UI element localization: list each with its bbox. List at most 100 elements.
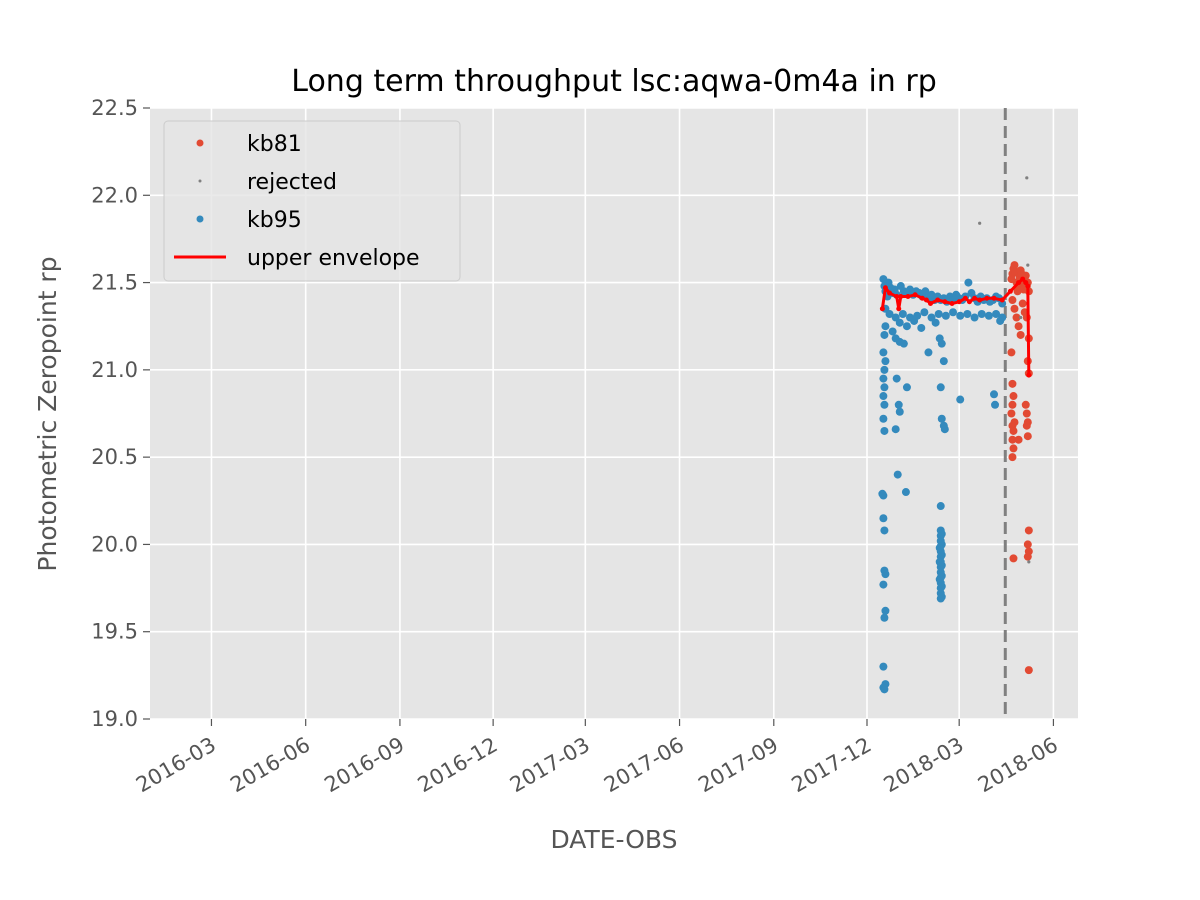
- legend-label-kb81: kb81: [247, 132, 302, 157]
- point-kb95: [895, 407, 904, 416]
- point-kb81: [1018, 299, 1027, 308]
- point-kb95: [936, 383, 945, 392]
- point-kb95: [880, 330, 889, 339]
- y-tick-label: 20.0: [91, 532, 138, 556]
- point-kb95: [881, 322, 890, 331]
- point-upper-envelope: [966, 299, 972, 305]
- series-upper-envelope: [879, 276, 1032, 378]
- point-kb81: [1014, 435, 1023, 444]
- point-upper-envelope: [923, 297, 929, 303]
- point-kb95: [893, 470, 902, 479]
- point-kb81: [1008, 400, 1017, 409]
- point-kb81: [1021, 400, 1030, 409]
- point-kb95: [937, 414, 946, 423]
- point-kb95: [880, 383, 889, 392]
- point-kb95: [963, 309, 972, 318]
- point-kb95: [949, 308, 958, 317]
- y-tick-label: 22.0: [91, 183, 138, 207]
- upper-envelope-line: [880, 277, 1031, 376]
- point-kb81: [1023, 552, 1032, 561]
- x-axis-label: DATE-OBS: [550, 825, 677, 854]
- point-kb95: [894, 400, 903, 409]
- point-kb95: [931, 318, 940, 327]
- y-axis-label: Photometric Zeropoint rp: [33, 256, 62, 571]
- point-kb95: [937, 550, 946, 559]
- point-kb95: [990, 390, 999, 399]
- point-kb95: [879, 580, 888, 589]
- point-kb95: [881, 357, 890, 366]
- point-upper-envelope: [935, 297, 941, 303]
- point-upper-envelope: [984, 295, 990, 301]
- series-rejected: [978, 176, 1031, 564]
- y-axis-ticks: 19.0 19.5 20.0 20.5 21.0 21.5 22.0 22.5: [91, 96, 150, 731]
- chart-title: Long term throughput lsc:aqwa-0m4a in rp: [291, 64, 936, 99]
- y-tick-label: 22.5: [91, 96, 138, 120]
- legend-label-kb95: kb95: [247, 208, 302, 233]
- point-kb95: [902, 322, 911, 331]
- legend-marker-kb81: [196, 139, 204, 147]
- point-kb95: [879, 414, 888, 423]
- point-kb95: [879, 662, 888, 671]
- point-upper-envelope: [894, 294, 900, 300]
- point-kb81: [1010, 261, 1019, 270]
- point-kb81: [1008, 435, 1017, 444]
- point-kb81: [1007, 348, 1016, 357]
- point-kb95: [991, 400, 1000, 409]
- point-upper-envelope: [879, 306, 885, 312]
- y-tick-label: 19.5: [91, 620, 138, 644]
- point-kb95: [895, 318, 904, 327]
- point-kb95: [984, 311, 993, 320]
- point-upper-envelope: [1016, 280, 1022, 286]
- point-kb81: [1022, 421, 1031, 430]
- grid: [150, 107, 1078, 720]
- point-kb95: [888, 327, 897, 336]
- point-kb95: [956, 395, 965, 404]
- point-upper-envelope: [972, 295, 978, 301]
- point-kb95: [880, 426, 889, 435]
- point-kb95: [892, 374, 901, 383]
- legend-box: [163, 120, 461, 282]
- legend-marker-kb95: [196, 215, 204, 223]
- point-rejected: [1027, 560, 1031, 564]
- point-upper-envelope: [896, 306, 902, 312]
- point-upper-envelope: [898, 294, 904, 300]
- point-kb95: [910, 316, 919, 325]
- point-upper-envelope: [999, 297, 1005, 303]
- point-kb95: [956, 311, 965, 320]
- point-upper-envelope: [942, 299, 948, 305]
- point-kb95: [941, 311, 950, 320]
- point-upper-envelope: [928, 301, 933, 307]
- point-kb95: [881, 606, 890, 615]
- point-kb95: [880, 526, 889, 535]
- point-kb95: [924, 348, 933, 357]
- point-kb81: [1009, 426, 1018, 435]
- y-tick-label: 20.5: [91, 445, 138, 469]
- point-rejected: [1019, 315, 1023, 320]
- point-kb95: [935, 575, 944, 584]
- point-kb95: [885, 309, 894, 318]
- legend: kb81 rejected kb95 upper envelope: [163, 120, 461, 282]
- point-kb95: [937, 582, 946, 591]
- point-kb95: [940, 425, 949, 434]
- point-kb95: [970, 313, 979, 322]
- point-upper-envelope: [887, 290, 893, 296]
- y-tick-label: 21.5: [91, 271, 138, 295]
- point-kb95: [937, 592, 946, 601]
- point-kb95: [937, 339, 946, 348]
- point-kb95: [920, 308, 929, 317]
- y-tick-label: 21.0: [91, 358, 138, 382]
- point-kb95: [901, 488, 910, 497]
- point-kb81: [1008, 296, 1017, 305]
- point-kb95: [996, 316, 1005, 325]
- point-kb81: [1023, 432, 1032, 441]
- series-kb95: [878, 275, 1007, 694]
- point-upper-envelope: [962, 295, 968, 301]
- point-kb95: [935, 543, 944, 552]
- point-kb95: [891, 425, 900, 434]
- point-kb81: [1010, 304, 1019, 313]
- point-kb95: [880, 365, 889, 374]
- legend-marker-rejected: [198, 179, 202, 183]
- point-rejected: [1025, 176, 1029, 180]
- point-rejected: [978, 221, 982, 225]
